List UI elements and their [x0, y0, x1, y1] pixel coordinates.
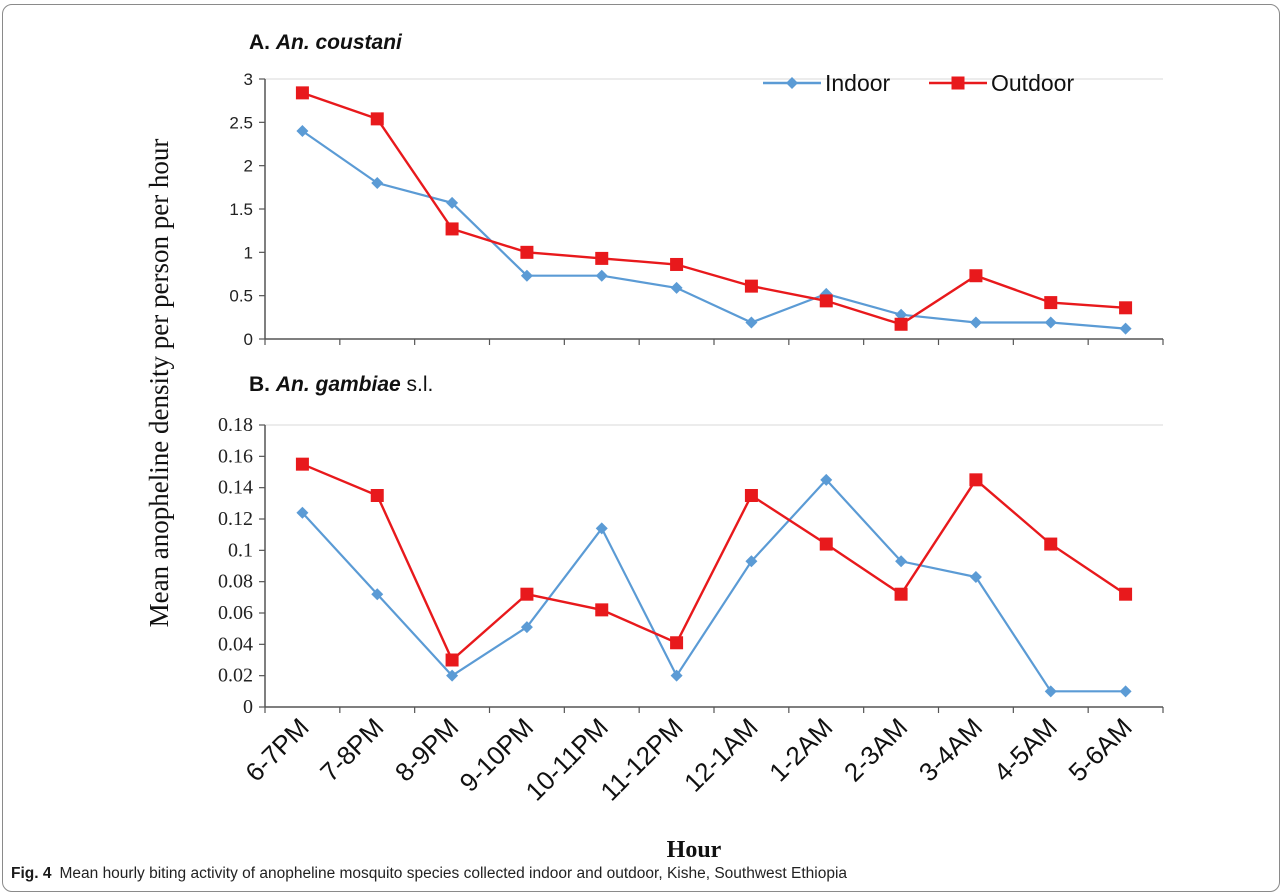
indoor-marker: [969, 570, 982, 583]
indoor-marker: [1119, 322, 1132, 335]
panel-species: An. gambiae: [275, 373, 401, 396]
x-tick-label: 7-8PM: [314, 712, 389, 787]
panel-title-1: B. An. gambiae s.l.: [249, 373, 433, 396]
y-tick-label: 0.18: [218, 414, 253, 436]
legend-entry-indoor: Indoor: [763, 70, 891, 96]
y-tick-label: 2: [244, 157, 253, 176]
y-tick-label: 0.1: [228, 539, 253, 561]
y-tick-label: 0.5: [229, 287, 253, 306]
outdoor-marker: [894, 587, 908, 601]
outdoor-marker: [445, 222, 459, 236]
outdoor-marker: [1044, 537, 1058, 551]
outdoor-marker: [1044, 296, 1058, 310]
y-tick-label: 2.5: [229, 113, 253, 132]
outdoor-marker: [670, 636, 684, 650]
outdoor-marker: [595, 251, 609, 265]
indoor-marker: [446, 196, 459, 209]
outdoor-marker: [1119, 301, 1133, 315]
y-tick-label: 3: [244, 70, 253, 89]
series-line-indoor: [301, 478, 1126, 693]
legend-marker: [951, 76, 965, 90]
indoor-marker: [446, 669, 459, 682]
figure-chart: A. An. coustani 0 0.5 1 1.5 2 2.5 3 Indoor Outdoo…: [144, 31, 1164, 863]
outdoor-marker: [445, 653, 459, 667]
x-tick-label: 11-12PM: [594, 712, 688, 806]
indoor-marker: [595, 522, 608, 535]
outdoor-marker: [295, 457, 309, 471]
y-tick-label: 0.12: [218, 508, 253, 530]
outdoor-marker: [894, 317, 908, 331]
outdoor-marker: [520, 587, 534, 601]
indoor-marker: [1044, 685, 1057, 698]
series-line-outdoor: [302, 91, 1126, 326]
indoor-marker: [670, 669, 683, 682]
x-tick-label: 5-6AM: [1062, 712, 1137, 787]
x-tick-label: 3-4AM: [913, 712, 988, 787]
y-tick-label: 0.06: [218, 602, 253, 624]
x-tick-label: 12-1AM: [678, 712, 764, 798]
legend-label: Indoor: [825, 70, 891, 96]
x-tick-label: 6-7PM: [239, 712, 314, 787]
panel-title-0: A. An. coustani: [249, 31, 403, 54]
caption-text: Mean hourly biting activity of anophelin…: [59, 865, 848, 882]
indoor-marker: [670, 281, 683, 294]
y-tick-label: 1: [244, 243, 253, 262]
y-axis-title: Mean anopheline density per person per h…: [144, 139, 174, 628]
y-tick-label: 0.14: [218, 477, 253, 499]
y-tick-label: 0.04: [218, 633, 253, 655]
indoor-marker: [371, 177, 384, 189]
outdoor-marker: [370, 112, 384, 126]
indoor-marker: [595, 269, 608, 282]
indoor-marker: [1044, 316, 1057, 329]
indoor-marker: [1119, 685, 1132, 698]
legend-label: Outdoor: [991, 70, 1074, 96]
indoor-marker: [520, 621, 533, 634]
series-line-indoor: [301, 130, 1126, 330]
indoor-marker: [745, 555, 758, 568]
caption-label: Fig. 4: [11, 865, 52, 882]
outdoor-marker: [670, 257, 684, 271]
figure-caption: Fig. 4 Mean hourly biting activity of ano…: [11, 865, 1279, 883]
y-tick-label: 1.5: [229, 200, 253, 219]
outdoor-marker: [744, 279, 758, 293]
x-tick-label: 4-5AM: [988, 712, 1063, 787]
series-line-outdoor: [301, 463, 1127, 662]
outdoor-marker: [819, 294, 833, 308]
legend-entry-outdoor: Outdoor: [929, 70, 1074, 96]
x-axis-title: Hour: [667, 837, 722, 863]
indoor-marker: [745, 316, 758, 329]
indoor-marker: [296, 125, 309, 137]
x-tick-label: 2-3AM: [838, 712, 913, 787]
outdoor-marker: [969, 473, 983, 487]
y-tick-label: 0: [244, 330, 253, 349]
y-tick-label: 0.08: [218, 571, 253, 593]
outdoor-marker: [819, 537, 833, 551]
panel-label: A.: [249, 31, 276, 54]
y-tick-label: 0.02: [218, 665, 253, 687]
x-tick-label: 10-11PM: [520, 712, 614, 806]
outdoor-marker: [520, 245, 534, 259]
panel-species: An. coustani: [275, 31, 403, 54]
indoor-marker: [820, 473, 833, 486]
outdoor-marker: [295, 86, 309, 100]
outdoor-marker: [744, 489, 758, 502]
outdoor-marker: [1119, 587, 1133, 601]
outdoor-marker: [969, 269, 983, 283]
legend-marker: [786, 77, 798, 89]
indoor-marker: [895, 308, 908, 321]
y-tick-label: 0.16: [218, 445, 253, 467]
panel-label: B.: [249, 373, 276, 396]
outdoor-marker: [595, 603, 609, 617]
indoor-marker: [520, 269, 533, 282]
outdoor-marker: [370, 489, 384, 502]
indoor-marker: [969, 316, 982, 329]
indoor-marker: [371, 588, 384, 601]
indoor-marker: [895, 555, 908, 568]
x-tick-label: 1-2AM: [763, 712, 838, 787]
indoor-marker: [296, 506, 309, 519]
figure-frame: A. An. coustani 0 0.5 1 1.5 2 2.5 3 Indoor Outdoo…: [2, 4, 1280, 892]
y-tick-label: 0: [243, 696, 253, 718]
panel-species-suffix: s.l.: [401, 373, 434, 396]
